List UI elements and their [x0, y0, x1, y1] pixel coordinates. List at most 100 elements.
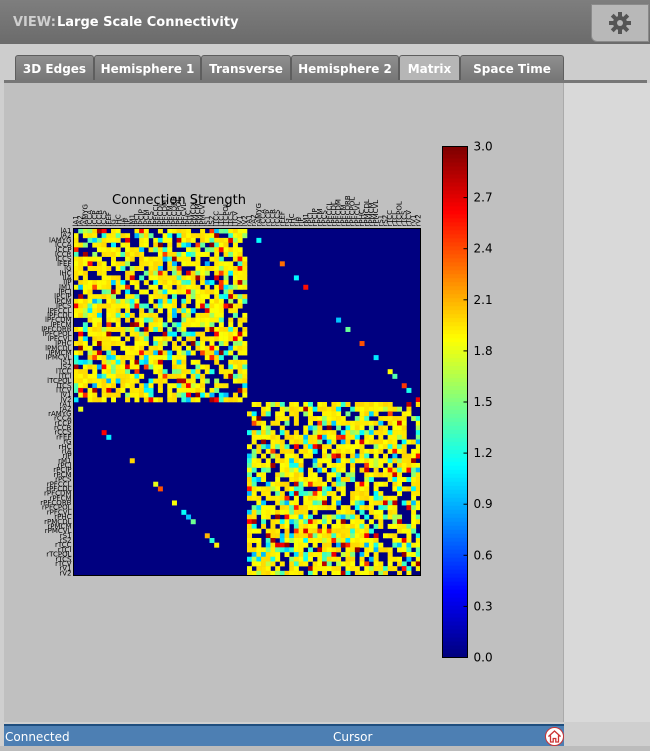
heatmap-cell — [364, 462, 370, 468]
column-label: rPMCM — [367, 202, 375, 226]
row-label: rHC — [58, 443, 71, 451]
heatmap-cell — [129, 270, 135, 276]
heatmap-cell — [171, 294, 177, 300]
heatmap-cell — [200, 237, 206, 243]
row-label: rG — [63, 438, 71, 446]
heatmap-cell — [345, 402, 351, 407]
heatmap-cell — [312, 500, 318, 506]
heatmap-cell — [101, 373, 107, 379]
heatmap-cell — [176, 336, 182, 342]
tab-hemisphere-1[interactable]: Hemisphere 1 — [94, 55, 201, 81]
heatmap-cell — [251, 505, 257, 511]
heatmap-cell — [181, 350, 187, 356]
heatmap-cell — [270, 439, 276, 445]
heatmap-cell — [200, 280, 206, 286]
heatmap-cell — [397, 458, 403, 464]
tab-transverse[interactable]: Transverse — [201, 55, 291, 81]
tab-3d-edges[interactable]: 3D Edges — [15, 55, 94, 81]
heatmap-cell — [106, 251, 112, 257]
heatmap-cell — [303, 495, 309, 501]
row-label: rIA — [62, 447, 72, 455]
heatmap-cell — [331, 491, 337, 497]
connectivity-matrix-chart[interactable]: Connection Strength lA1lA2lAMYGlCCAlCCPl… — [4, 83, 563, 722]
heatmap-cell — [87, 359, 93, 365]
column-label: rPCS — [321, 210, 329, 227]
heatmap-cell — [167, 317, 173, 323]
heatmap-cell — [368, 505, 374, 511]
heatmap-cell — [284, 486, 290, 492]
heatmap-cell — [111, 355, 116, 361]
heatmap-cell — [336, 402, 342, 407]
heatmap-cell — [73, 397, 79, 403]
heatmap-cell — [157, 308, 163, 314]
heatmap-cell — [411, 500, 417, 506]
heatmap-cell — [359, 495, 365, 501]
heatmap-cell — [340, 434, 346, 440]
heatmap-cell — [392, 425, 398, 431]
heatmap-cell — [228, 251, 234, 257]
heatmap-cell — [190, 317, 196, 323]
home-button[interactable] — [545, 727, 564, 746]
heatmap-cell — [125, 378, 131, 384]
heatmap-cell — [364, 491, 370, 497]
heatmap-cell — [176, 359, 182, 365]
heatmap-cell — [251, 519, 257, 525]
heatmap-cell — [256, 477, 262, 483]
heatmap-cell — [143, 270, 149, 276]
heatmap-cell — [78, 350, 84, 356]
heatmap-cell — [340, 453, 346, 459]
heatmap-cell — [125, 303, 131, 309]
column-label: lA1 — [72, 215, 80, 226]
heatmap-cell — [247, 453, 252, 459]
heatmap-cell — [387, 467, 393, 473]
heatmap-cell — [115, 312, 121, 318]
heatmap-cell — [106, 373, 112, 379]
heatmap-cell — [312, 481, 318, 487]
heatmap-cell — [312, 434, 318, 440]
heatmap-cell — [186, 256, 192, 262]
heatmap-cell — [101, 247, 107, 253]
settings-button[interactable] — [591, 4, 649, 42]
heatmap-cell — [176, 233, 182, 239]
heatmap-cell — [167, 312, 173, 318]
heatmap-cell — [284, 509, 290, 515]
heatmap-cell — [312, 491, 318, 497]
heatmap-cell — [392, 406, 398, 412]
heatmap-cell — [242, 364, 248, 370]
heatmap-cell — [209, 298, 215, 304]
heatmap-cell — [317, 547, 323, 553]
heatmap-cell — [242, 392, 248, 398]
row-label: lG — [64, 265, 71, 273]
heatmap-cell — [237, 359, 243, 365]
heatmap-cell — [392, 566, 398, 572]
heatmap-cells — [73, 228, 421, 576]
heatmap-cell — [218, 364, 224, 370]
heatmap-cell — [82, 336, 88, 342]
column-label: lPCM — [142, 209, 150, 226]
tab-space-time[interactable]: Space Time — [460, 55, 564, 81]
heatmap-cell — [204, 392, 210, 398]
heatmap-cell — [364, 495, 370, 501]
heatmap-cell — [148, 392, 154, 398]
tab-hemisphere-2[interactable]: Hemisphere 2 — [291, 55, 399, 81]
heatmap-cell — [120, 284, 126, 290]
heatmap-cell — [378, 402, 384, 407]
heatmap-cell — [401, 552, 407, 558]
heatmap-cell — [392, 448, 398, 454]
heatmap-cell — [204, 322, 210, 328]
heatmap-cell — [120, 345, 126, 351]
heatmap-cell — [322, 467, 328, 473]
heatmap-cell — [322, 491, 328, 497]
heatmap-cell — [162, 303, 168, 309]
tab-matrix[interactable]: Matrix — [399, 55, 460, 81]
heatmap-cell — [181, 317, 187, 323]
heatmap-cell — [204, 533, 210, 539]
heatmap-cell — [326, 491, 332, 497]
heatmap-cell — [275, 444, 281, 450]
heatmap-cell — [303, 528, 309, 534]
heatmap-cell — [247, 495, 252, 501]
heatmap-cell — [284, 542, 290, 548]
heatmap-cell — [232, 341, 238, 347]
heatmap-cell — [293, 528, 299, 534]
heatmap-cell — [256, 237, 262, 243]
